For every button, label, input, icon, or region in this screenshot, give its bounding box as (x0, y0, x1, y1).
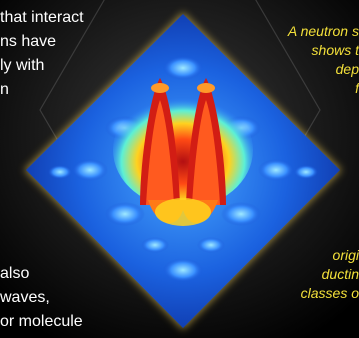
text-line: also (0, 265, 30, 282)
body-text-upper-left: that interact ns have ly with n (0, 6, 170, 102)
body-text-lower-left: also waves, or molecule (0, 262, 170, 334)
text-line: waves, (0, 289, 50, 306)
caption-upper-right: A neutron s shows t dep f (249, 22, 359, 98)
caption-line: f (355, 80, 359, 96)
text-line: or molecule (0, 313, 83, 330)
text-line: that interact (0, 9, 84, 26)
caption-lower-right: origi ductin classes o (249, 246, 359, 303)
caption-line: classes o (300, 285, 359, 301)
text-line: ns have (0, 33, 57, 50)
text-line: n (0, 81, 9, 98)
text-line: ly with (0, 57, 45, 74)
caption-line: shows t (311, 42, 359, 58)
caption-line: ductin (321, 266, 359, 282)
caption-line: dep (335, 61, 359, 77)
caption-line: origi (332, 247, 359, 263)
central-peaks (113, 78, 253, 226)
caption-line: A neutron s (287, 23, 359, 39)
